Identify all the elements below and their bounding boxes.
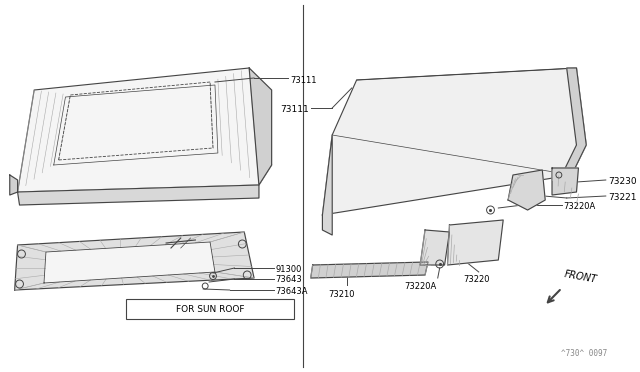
Polygon shape [310,262,428,278]
Polygon shape [323,135,332,235]
Polygon shape [17,185,259,205]
Text: 73230: 73230 [608,176,636,186]
Text: 73643A: 73643A [276,286,308,295]
Polygon shape [562,68,586,175]
Polygon shape [17,68,271,192]
Text: 73111: 73111 [280,105,308,113]
Polygon shape [249,68,271,185]
FancyBboxPatch shape [126,299,294,319]
Polygon shape [44,242,215,283]
Polygon shape [15,232,254,290]
Text: 73643: 73643 [276,276,302,285]
Text: ^730^ 0097: ^730^ 0097 [561,349,608,358]
Polygon shape [447,220,503,265]
Text: FOR SUN ROOF: FOR SUN ROOF [176,305,244,314]
Text: 73220: 73220 [463,275,490,284]
Polygon shape [10,175,17,195]
Text: 73210: 73210 [329,290,355,299]
Polygon shape [420,230,449,265]
Text: 73220A: 73220A [564,202,596,211]
Polygon shape [508,170,545,210]
Polygon shape [552,168,579,195]
Text: 91300: 91300 [276,264,302,273]
Text: FRONT: FRONT [564,269,598,285]
Text: 73221: 73221 [608,192,636,202]
Text: 73220A: 73220A [404,282,436,291]
Text: 73111: 73111 [290,76,317,84]
Polygon shape [323,68,586,215]
